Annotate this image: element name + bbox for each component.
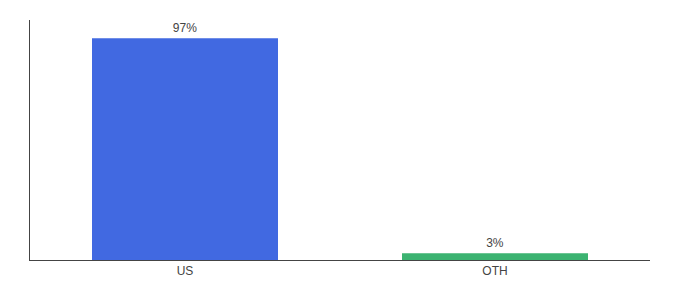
svg-text:OTH: OTH [482, 264, 507, 278]
svg-text:US: US [177, 264, 194, 278]
svg-text:97%: 97% [173, 21, 197, 35]
svg-text:3%: 3% [486, 236, 504, 250]
